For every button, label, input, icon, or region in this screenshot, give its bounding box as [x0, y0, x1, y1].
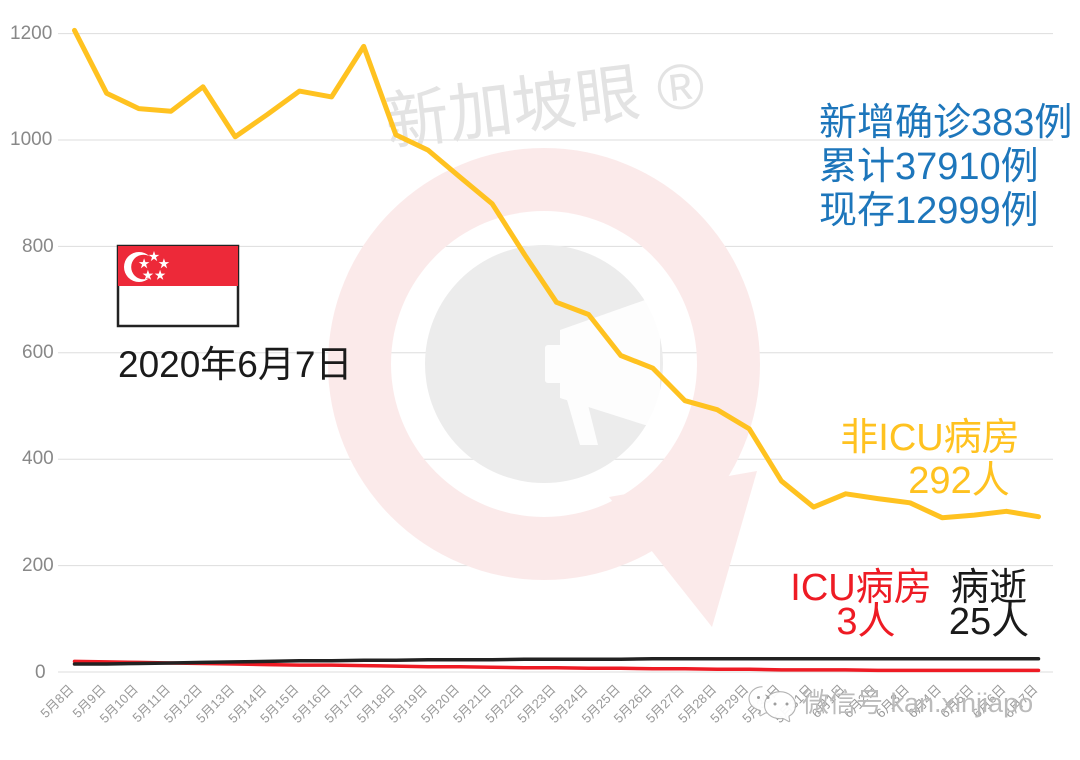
svg-text:新增确诊383例: 新增确诊383例 — [819, 102, 1072, 144]
svg-text:现存12999例: 现存12999例 — [819, 190, 1039, 232]
svg-text:非ICU病房: 非ICU病房 — [840, 417, 1019, 459]
svg-text:2020年6月7日: 2020年6月7日 — [118, 344, 352, 385]
svg-text:累计37910例: 累计37910例 — [819, 146, 1039, 188]
svg-text:25人: 25人 — [949, 601, 1029, 643]
svg-text:3人: 3人 — [836, 601, 895, 643]
svg-text:292人: 292人 — [908, 460, 1009, 502]
svg-text:微信号 kan.xinjiapo: 微信号 kan.xinjiapo — [802, 688, 1033, 718]
